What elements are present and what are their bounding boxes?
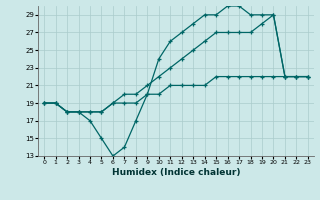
X-axis label: Humidex (Indice chaleur): Humidex (Indice chaleur) xyxy=(112,168,240,177)
